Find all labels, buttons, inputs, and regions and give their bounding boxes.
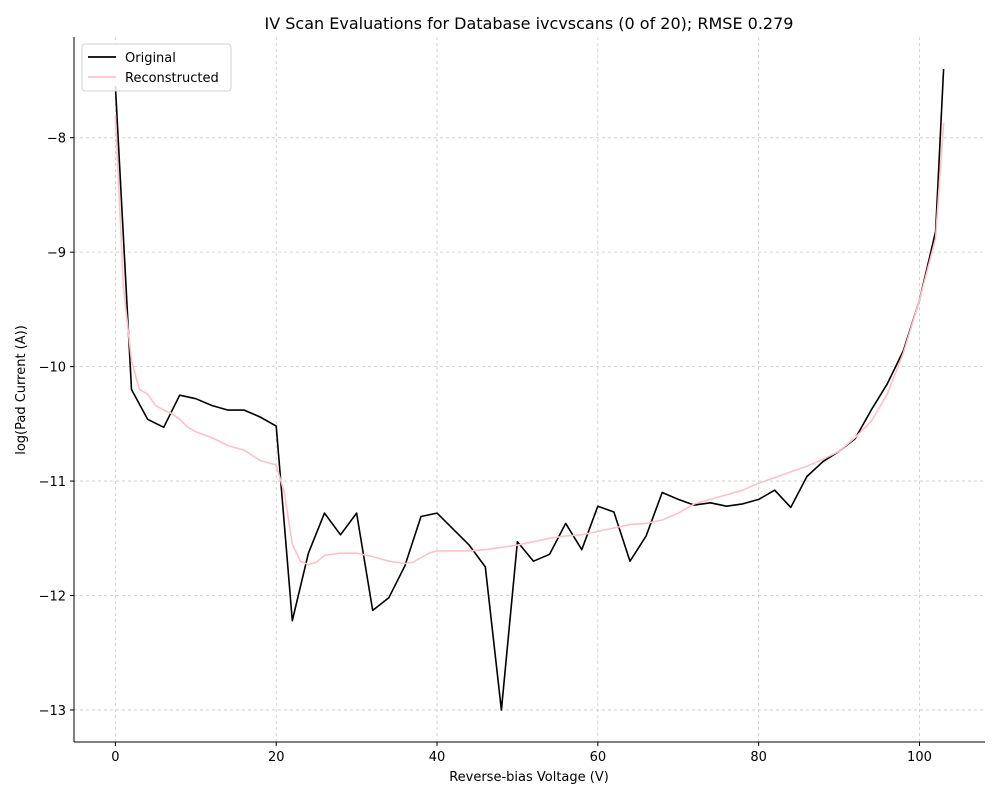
legend-label-original: Original xyxy=(125,51,176,66)
legend: Original Reconstructed xyxy=(81,43,232,92)
legend-box xyxy=(81,43,232,92)
grid-layer xyxy=(74,37,985,742)
x-tick-label: 40 xyxy=(429,750,446,765)
y-tick-label: −8 xyxy=(47,132,66,147)
chart-title: IV Scan Evaluations for Database ivcvsca… xyxy=(265,14,794,33)
x-tick-label: 20 xyxy=(268,750,285,765)
legend-label-reconstructed: Reconstructed xyxy=(125,71,219,86)
x-tick-label: 60 xyxy=(590,750,607,765)
y-tick-label: −10 xyxy=(39,361,66,376)
y-tick-label: −13 xyxy=(39,704,66,719)
y-axis-label: log(Pad Current (A)) xyxy=(14,325,29,455)
series-layer xyxy=(114,68,945,711)
x-tick-label: 100 xyxy=(907,750,932,765)
series-line-reconstructed xyxy=(114,114,945,566)
y-tick-label: −9 xyxy=(47,246,66,261)
ticks-layer: 0 20 40 60 80 100 −13 −12 −11 −10 −9 −8 xyxy=(39,132,932,765)
x-tick-label: 80 xyxy=(750,750,767,765)
series-line-original xyxy=(114,68,945,711)
y-tick-label: −12 xyxy=(39,590,66,605)
x-axis-label: Reverse-bias Voltage (V) xyxy=(449,770,609,785)
y-tick-label: −11 xyxy=(39,475,66,490)
axes-layer xyxy=(73,37,985,743)
x-tick-label: 0 xyxy=(111,750,119,765)
